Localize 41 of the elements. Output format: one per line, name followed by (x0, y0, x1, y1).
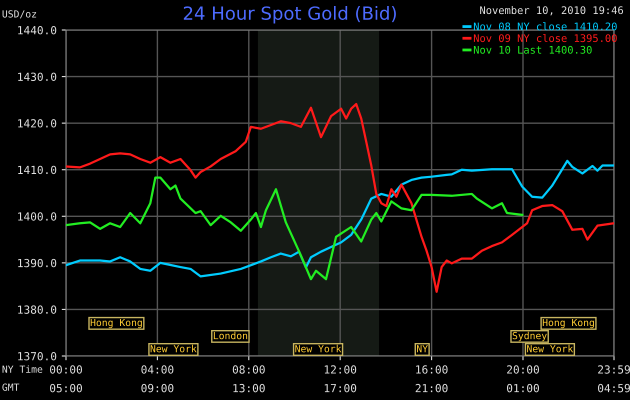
x2-tick-label: 09:00 (141, 384, 174, 392)
x-tick-label: 08:00 (232, 365, 265, 374)
x2-tick-label: 21:00 (416, 384, 448, 392)
y-tick-label: 1440.0 (18, 26, 56, 34)
legend-label: Nov 10 Last 1400.30 (474, 46, 592, 54)
y-tick-label: 1380.0 (18, 305, 56, 314)
x-axis-title: NY Time (2, 365, 42, 373)
y-tick-label: 1420.0 (18, 119, 56, 128)
x-tick-label: 16:00 (416, 365, 448, 374)
y-axis-title: USD/oz (2, 10, 36, 18)
annotation: New York (150, 344, 197, 352)
x2-tick-label: 13:00 (233, 384, 265, 392)
annotation: Sydney (512, 332, 547, 342)
x2-tick-label: 17:00 (324, 384, 356, 392)
line-series (66, 102, 614, 293)
y-tick-label: 1430.0 (18, 72, 56, 81)
x-tick-label: 12:00 (324, 365, 356, 374)
x-tick-label: 23:59 (598, 365, 630, 374)
chart-subtitle: November 10, 2010 19:46 (480, 6, 624, 16)
x2-tick-label: 04:59 (598, 384, 630, 392)
annotation: New York (295, 344, 342, 352)
legend-label: Nov 08 NY close 1410.20 (474, 22, 617, 30)
x-tick-label: 00:00 (50, 365, 82, 374)
x2-axis-title: GMT (2, 383, 20, 391)
y-tick-label: 1400.0 (18, 212, 56, 221)
y-tick-label: 1410.0 (18, 166, 56, 174)
annotation: Hong Kong (542, 318, 594, 328)
x-tick-label: 20:00 (507, 365, 539, 374)
chart-title: 24 Hour Spot Gold (Bid) (184, 6, 396, 24)
annotation: London (214, 332, 248, 340)
y-tick-label: 1390.0 (18, 258, 56, 268)
annotation: NY (417, 345, 428, 352)
line-series (66, 160, 614, 278)
x2-tick-label: 05:00 (50, 384, 82, 392)
annotation: Hong Kong (90, 318, 142, 328)
x2-tick-label: 01:00 (506, 384, 539, 392)
y-tick-label: 1370.0 (18, 352, 56, 360)
x-tick-label: 04:00 (141, 365, 174, 374)
legend-label: Nov 09 NY close 1395.00 (474, 34, 617, 42)
annotation: New York (527, 344, 574, 352)
line-series (66, 176, 524, 280)
